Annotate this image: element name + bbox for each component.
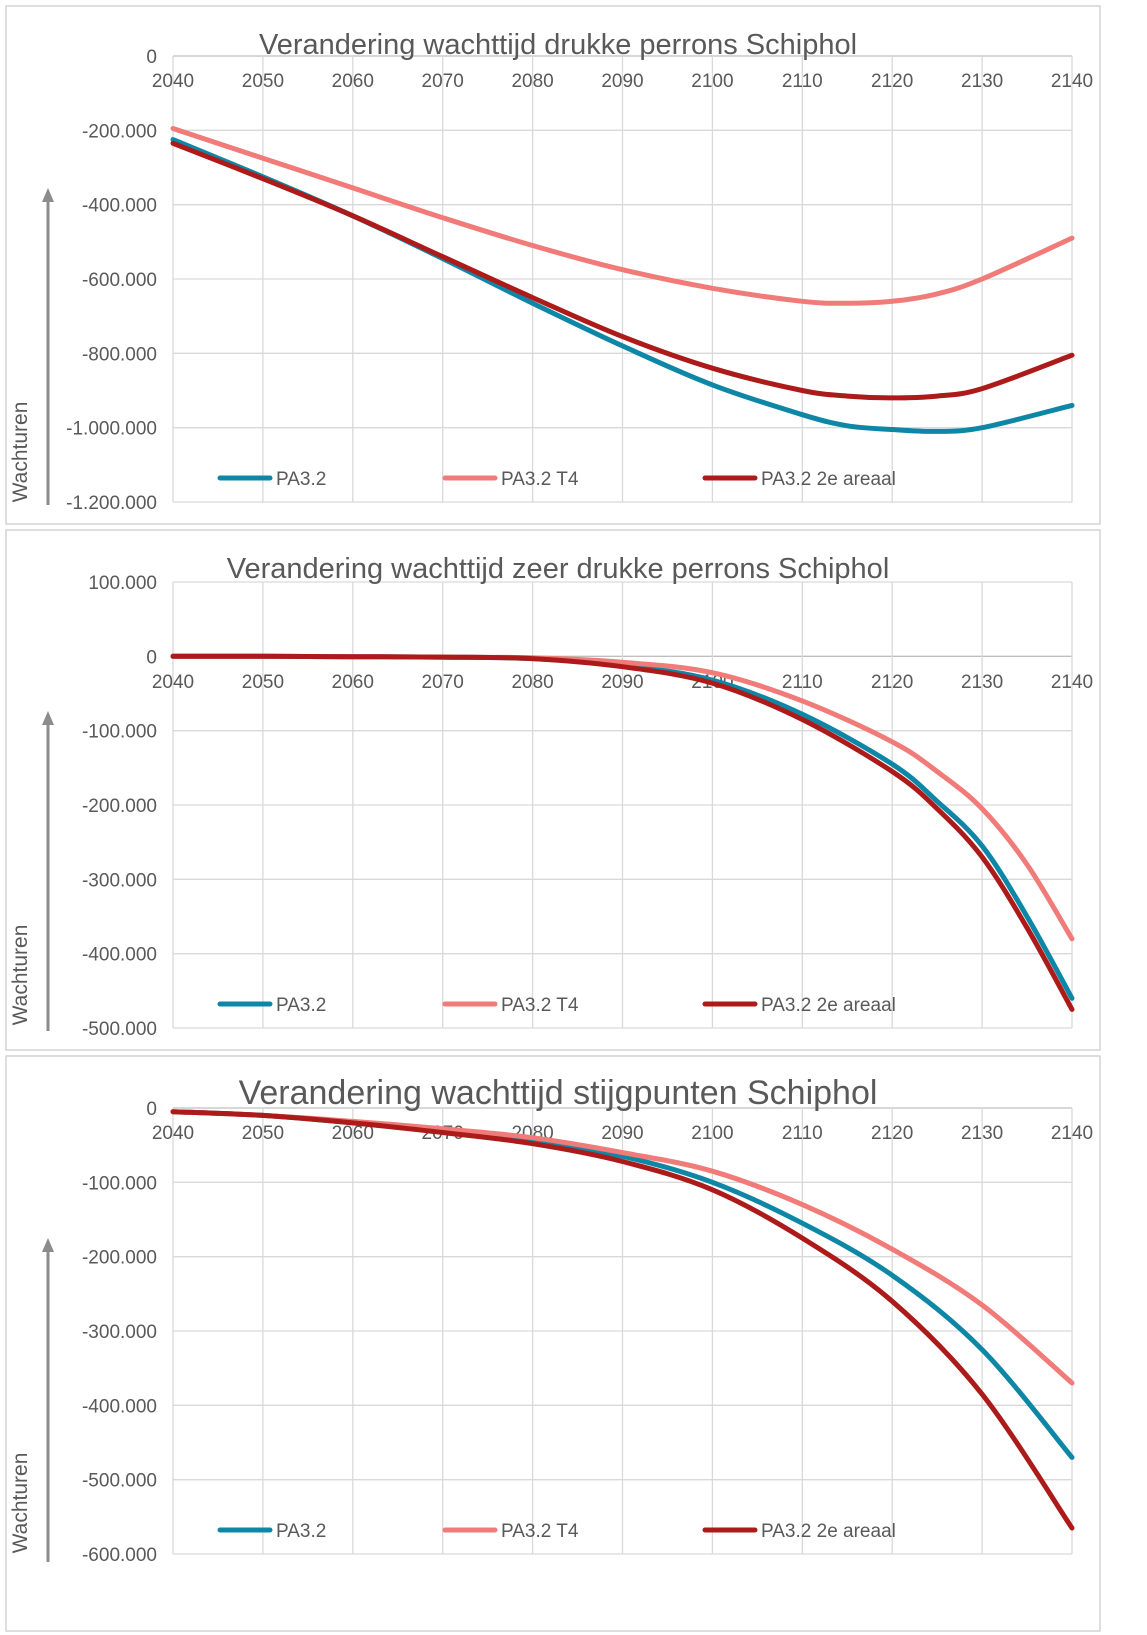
y-tick-label: -100.000 xyxy=(82,1173,157,1194)
chart-frame xyxy=(5,1055,1101,1632)
x-tick-label: 2090 xyxy=(601,71,643,92)
x-tick-label: 2130 xyxy=(961,672,1003,693)
y-axis-arrow-icon xyxy=(42,188,54,202)
x-tick-label: 2140 xyxy=(1051,1123,1093,1144)
x-tick-label: 2060 xyxy=(332,1123,374,1144)
chart-panel-2: 100.000 0 -100.000 -200.000 -300.000 -400.000… xyxy=(5,529,1101,1051)
chart-title: Verandering wachttijd stijgpunten Schiph… xyxy=(239,1074,878,1112)
x-tick-label: 2140 xyxy=(1051,672,1093,693)
y-tick-label: -400.000 xyxy=(82,1396,157,1417)
y-tick-label: -200.000 xyxy=(82,796,157,817)
x-tick-label: 2050 xyxy=(242,1123,284,1144)
x-tick-label: 2130 xyxy=(961,1123,1003,1144)
y-tick-label: -600.000 xyxy=(82,1545,157,1566)
y-tick-label: -300.000 xyxy=(82,870,157,891)
x-tick-label: 2040 xyxy=(152,672,194,693)
chart-title: Verandering wachttijd drukke perrons Sch… xyxy=(259,29,857,61)
y-tick-label: -100.000 xyxy=(82,722,157,743)
legend-label: PA3.2 2e areaal xyxy=(761,1521,896,1542)
series-line-pa3-2-2e-areaal xyxy=(170,1109,1075,1531)
y-tick-label: 100.000 xyxy=(88,573,157,594)
legend-item-pa3-2: PA3.2 xyxy=(217,995,326,1016)
legend-item-pa3-2-2e-areaal: PA3.2 2e areaal xyxy=(702,1521,896,1542)
y-tick-label: -200.000 xyxy=(82,121,157,142)
x-tick-label: 2090 xyxy=(601,1123,643,1144)
x-tick-label: 2120 xyxy=(871,672,913,693)
legend-item-pa3-2-2e-areaal: PA3.2 2e areaal xyxy=(702,995,896,1016)
legend-item-pa3-2: PA3.2 xyxy=(217,1521,326,1542)
y-tick-label: -500.000 xyxy=(82,1471,157,1492)
series-line-pa3-2-2e-areaal xyxy=(170,140,1075,401)
x-tick-label: 2040 xyxy=(152,71,194,92)
legend-label: PA3.2 xyxy=(276,469,326,490)
x-tick-label: 2060 xyxy=(332,71,374,92)
x-tick-label: 2110 xyxy=(782,672,823,693)
legend-label: PA3.2 2e areaal xyxy=(761,469,896,490)
chart-title: Verandering wachttijd zeer drukke perron… xyxy=(227,553,890,585)
x-tick-label: 2080 xyxy=(511,672,553,693)
y-axis-title: Wachturen xyxy=(9,925,32,1026)
x-tick-label: 2060 xyxy=(332,672,374,693)
y-tick-label: 0 xyxy=(146,647,157,668)
y-tick-label: -300.000 xyxy=(82,1322,157,1343)
legend-label: PA3.2 2e areaal xyxy=(761,995,896,1016)
legend-label: PA3.2 xyxy=(276,995,326,1016)
y-axis-arrow-icon xyxy=(42,1238,54,1252)
x-tick-label: 2070 xyxy=(422,71,464,92)
y-tick-label: 0 xyxy=(146,47,157,68)
x-tick-label: 2040 xyxy=(152,1123,194,1144)
x-tick-label: 2120 xyxy=(871,71,913,92)
legend-label: PA3.2 T4 xyxy=(501,469,579,490)
y-tick-label: 0 xyxy=(146,1099,157,1120)
y-tick-label: -500.000 xyxy=(82,1019,157,1040)
y-tick-label: -400.000 xyxy=(82,945,157,966)
series-line-pa3-2-t4 xyxy=(170,126,1075,306)
x-tick-label: 2050 xyxy=(242,672,284,693)
y-axis-title: Wachturen xyxy=(9,402,32,503)
x-tick-label: 2050 xyxy=(242,71,284,92)
chart-panel-3: 0 -100.000 -200.000 -300.000 -400.000 -500.00… xyxy=(5,1055,1101,1632)
legend-label: PA3.2 T4 xyxy=(501,995,579,1016)
x-tick-label: 2120 xyxy=(871,1123,913,1144)
y-tick-label: -1.000.000 xyxy=(66,419,157,440)
y-tick-label: -1.200.000 xyxy=(66,493,157,514)
y-axis-title: Wachturen xyxy=(9,1453,32,1554)
legend-item-pa3-2-2e-areaal: PA3.2 2e areaal xyxy=(702,469,896,490)
y-axis-arrow-icon xyxy=(42,711,54,725)
chart-frame xyxy=(5,529,1101,1051)
legend-item-pa3-2-t4: PA3.2 T4 xyxy=(442,995,579,1016)
y-tick-label: -200.000 xyxy=(82,1248,157,1269)
y-tick-label: -800.000 xyxy=(82,344,157,365)
x-tick-label: 2090 xyxy=(601,672,643,693)
legend-item-pa3-2: PA3.2 xyxy=(217,469,326,490)
x-tick-label: 2140 xyxy=(1051,71,1093,92)
legend-label: PA3.2 xyxy=(276,1521,326,1542)
x-tick-label: 2100 xyxy=(691,71,733,92)
legend-item-pa3-2-t4: PA3.2 T4 xyxy=(442,1521,579,1542)
x-tick-label: 2130 xyxy=(961,71,1003,92)
y-tick-label: -600.000 xyxy=(82,270,157,291)
x-tick-label: 2070 xyxy=(422,672,464,693)
series-line-pa3-2-2e-areaal xyxy=(170,653,1075,1012)
legend-item-pa3-2-t4: PA3.2 T4 xyxy=(442,469,579,490)
y-tick-label: -400.000 xyxy=(82,196,157,217)
x-tick-label: 2110 xyxy=(782,1123,823,1144)
x-tick-label: 2110 xyxy=(782,71,823,92)
legend-label: PA3.2 T4 xyxy=(501,1521,579,1542)
x-tick-label: 2080 xyxy=(511,71,553,92)
chart-frame xyxy=(5,5,1101,525)
x-tick-label: 2100 xyxy=(691,1123,733,1144)
chart-panel-1: 0 -200.000 -400.000 -600.000 -800.000 -1.000.… xyxy=(5,5,1101,525)
